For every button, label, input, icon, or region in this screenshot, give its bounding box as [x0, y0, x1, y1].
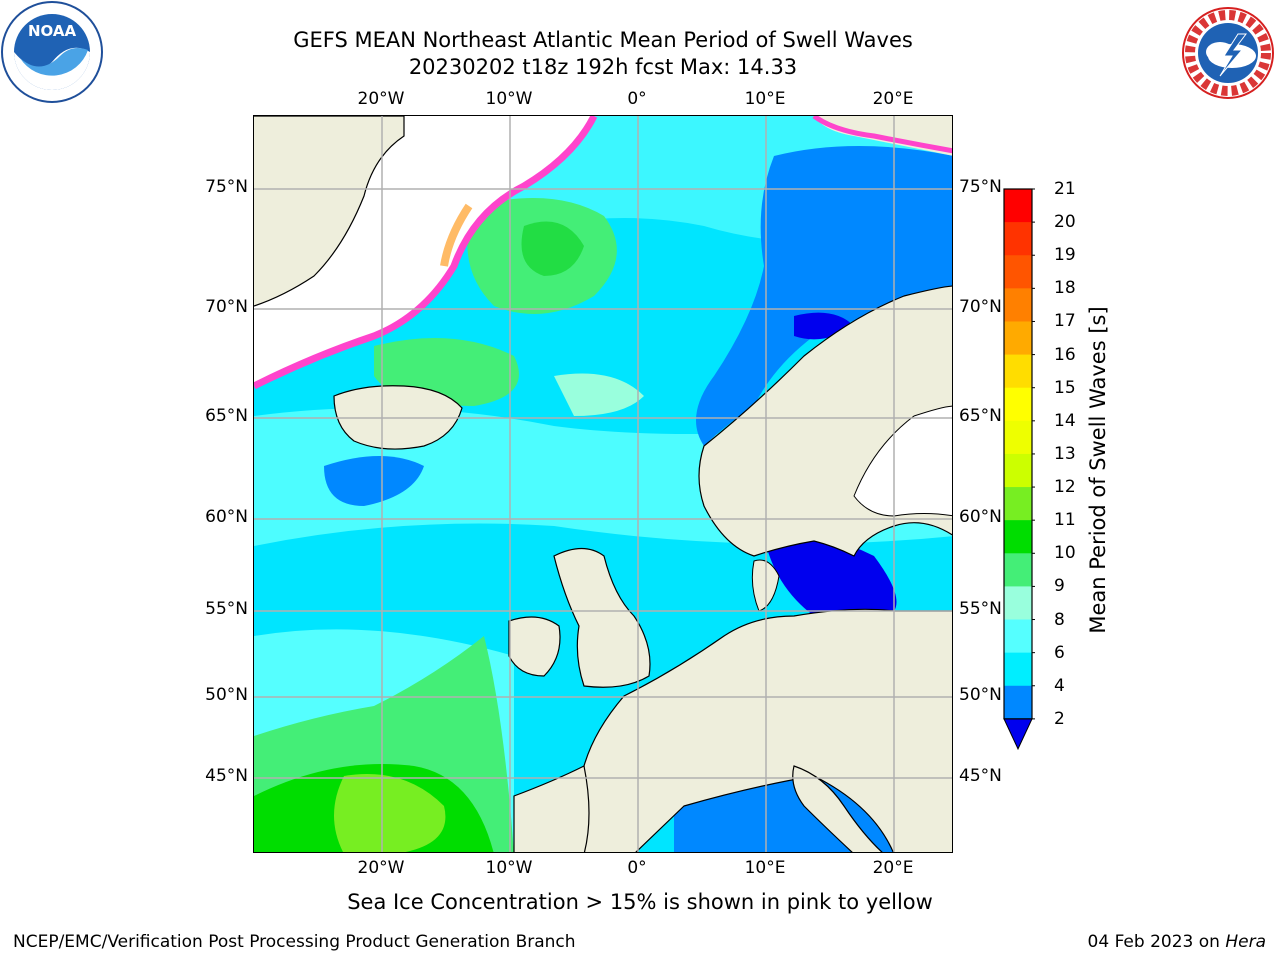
colorbar-tick-label: 6 — [1054, 642, 1065, 663]
greenland-land — [254, 116, 404, 306]
colorbar-segment — [1004, 321, 1032, 356]
footer-producer: NCEP/EMC/Verification Post Processing Pr… — [13, 932, 576, 952]
footer-date: 04 Feb 2023 on Hera — [1088, 932, 1266, 952]
wave-period-map — [254, 116, 952, 852]
chart-subtitle: 20230202 t18z 192h fcst Max: 14.33 — [408, 55, 798, 79]
svg-text:NOAA: NOAA — [28, 22, 77, 40]
colorbar-tick-label: 13 — [1054, 443, 1076, 464]
lat-label-right: 70°N — [959, 297, 1002, 317]
colorbar-segment — [1004, 288, 1032, 322]
graticule — [254, 116, 952, 852]
lat-label-left: 60°N — [205, 507, 248, 527]
colorbar-segment — [1004, 487, 1032, 521]
colorbar-segment — [1004, 652, 1032, 687]
map-panel — [253, 115, 953, 853]
colorbar-tick-label: 21 — [1054, 179, 1076, 199]
colorbar-segment — [1004, 387, 1032, 422]
colorbar-tick-label: 2 — [1054, 708, 1065, 729]
colorbar-tick-label: 12 — [1054, 477, 1076, 498]
lon-label-top: 10°E — [744, 89, 786, 109]
lon-label-bottom: 20°E — [872, 858, 914, 878]
chart-title: GEFS MEAN Northeast Atlantic Mean Period… — [293, 28, 913, 52]
colorbar-tick-label: 9 — [1054, 576, 1065, 597]
sea-ice-note: Sea Ice Concentration > 15% is shown in … — [0, 890, 1280, 914]
colorbar-segment — [1004, 222, 1032, 256]
lat-label-left: 70°N — [205, 297, 248, 317]
colorbar-segment — [1004, 453, 1032, 488]
colorbar — [1003, 188, 1035, 751]
colorbar-segment — [1004, 553, 1032, 587]
lat-label-right: 65°N — [959, 406, 1002, 426]
lon-label-bottom: 0° — [627, 858, 647, 878]
colorbar-segment — [1004, 619, 1032, 654]
colorbar-segment — [1004, 354, 1032, 389]
lat-label-left: 50°N — [205, 685, 248, 705]
colorbar-tick-label: 19 — [1054, 245, 1076, 266]
colorbar-tick-label: 4 — [1054, 675, 1065, 696]
colorbar-tick-label: 11 — [1054, 510, 1076, 531]
lon-label-top: 10°W — [485, 89, 533, 109]
ireland — [508, 616, 561, 677]
italy — [792, 765, 883, 852]
colorbar-label: Mean Period of Swell Waves [s] — [1086, 306, 1110, 634]
lon-label-top: 0° — [627, 89, 647, 109]
lon-label-bottom: 10°E — [744, 858, 786, 878]
lon-label-top: 20°E — [872, 89, 914, 109]
colorbar-tick-label: 18 — [1054, 278, 1076, 299]
sea-ice-note-text: Sea Ice Concentration > 15% is shown in … — [347, 890, 933, 914]
great-britain — [553, 547, 651, 688]
iberia — [513, 765, 590, 852]
lat-label-right: 60°N — [959, 507, 1002, 527]
colorbar-segment — [1004, 586, 1032, 621]
colorbar-tick-label: 17 — [1054, 311, 1076, 332]
lon-label-bottom: 20°W — [357, 858, 405, 878]
colorbar-segment — [1004, 189, 1032, 223]
footer-host: Hera — [1225, 932, 1266, 952]
lat-label-left: 45°N — [205, 766, 248, 786]
baltic-sea — [764, 533, 897, 616]
lat-label-left: 55°N — [205, 599, 248, 619]
lat-label-left: 65°N — [205, 406, 248, 426]
lat-label-right: 75°N — [959, 177, 1002, 197]
colorbar-tick-label: 16 — [1054, 344, 1076, 365]
lon-label-bottom: 10°W — [485, 858, 533, 878]
lat-label-right: 50°N — [959, 685, 1002, 705]
lon-label-top: 20°W — [357, 89, 405, 109]
short-period-northeast — [696, 146, 952, 446]
noaa-logo: NOAA — [1, 1, 103, 103]
colorbar-segment — [1004, 255, 1032, 289]
lat-label-left: 75°N — [205, 177, 248, 197]
lat-label-right: 45°N — [959, 766, 1002, 786]
footer-date-text: 04 Feb 2023 on — [1087, 932, 1220, 952]
colorbar-tick-label: 20 — [1054, 212, 1076, 233]
colorbar-tick-label: 10 — [1054, 543, 1076, 564]
colorbar-tick-label: 14 — [1054, 410, 1076, 431]
colorbar-tick-label: 15 — [1054, 377, 1076, 398]
nws-logo — [1182, 7, 1274, 99]
colorbar-segment — [1004, 420, 1032, 455]
colorbar-tick-label: 8 — [1054, 609, 1065, 630]
colorbar-segment — [1004, 685, 1032, 720]
colorbar-segment — [1004, 520, 1032, 554]
lat-label-right: 55°N — [959, 599, 1002, 619]
colorbar-extend-min — [1003, 718, 1033, 751]
